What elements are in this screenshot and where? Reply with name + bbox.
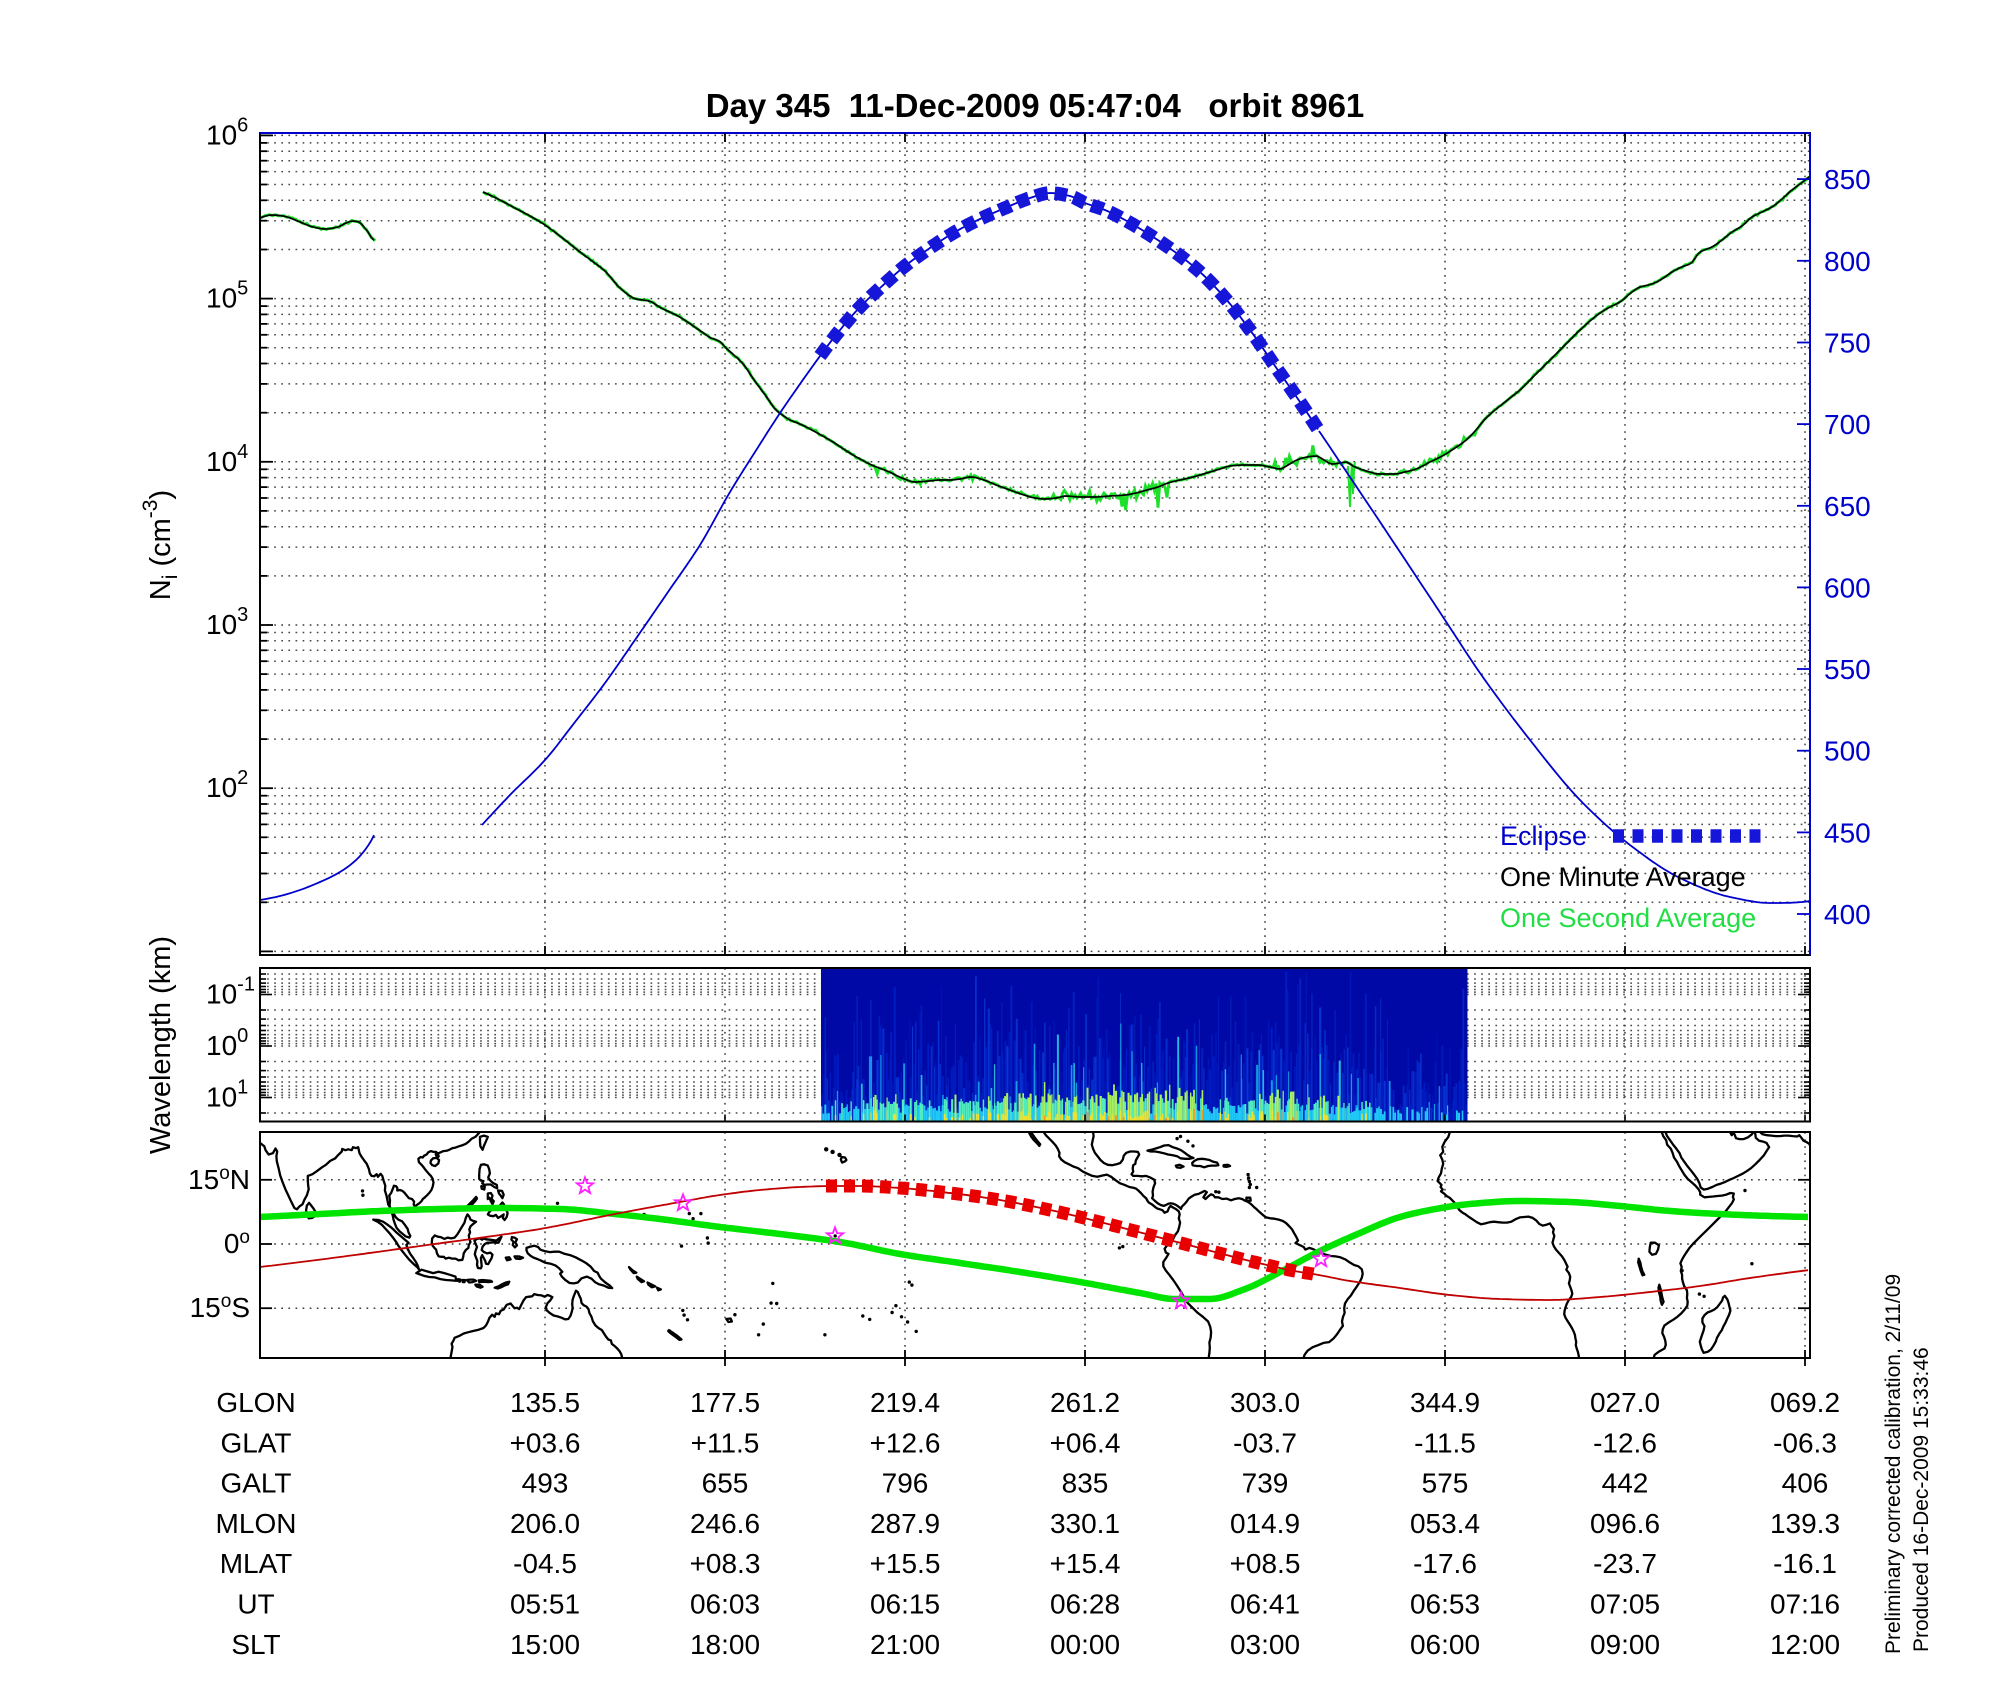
svg-text:Ni (cm-3): Ni (cm-3) [139, 490, 182, 600]
svg-text:-17.6: -17.6 [1413, 1548, 1477, 1579]
svg-text:06:41: 06:41 [1230, 1589, 1300, 1620]
svg-text:-03.7: -03.7 [1233, 1427, 1297, 1458]
svg-text:+15.5: +15.5 [870, 1548, 941, 1579]
svg-text:+12.6: +12.6 [870, 1427, 941, 1458]
svg-text:GLAT: GLAT [220, 1427, 291, 1458]
svg-text:GALT: GALT [220, 1468, 291, 1499]
svg-text:00:00: 00:00 [1050, 1629, 1120, 1660]
svg-text:796: 796 [882, 1468, 929, 1499]
svg-text:06:28: 06:28 [1050, 1589, 1120, 1620]
svg-text:600: 600 [1824, 572, 1871, 603]
svg-text:246.6: 246.6 [690, 1508, 760, 1539]
svg-text:493: 493 [522, 1468, 569, 1499]
svg-text:287.9: 287.9 [870, 1508, 940, 1539]
svg-text:400: 400 [1824, 899, 1871, 930]
svg-text:07:05: 07:05 [1590, 1589, 1660, 1620]
svg-text:Produced 16-Dec-2009 15:33:46: Produced 16-Dec-2009 15:33:46 [1910, 1347, 1933, 1652]
svg-text:+08.5: +08.5 [1230, 1548, 1301, 1579]
svg-text:027.0: 027.0 [1590, 1387, 1660, 1418]
svg-text:575: 575 [1422, 1468, 1469, 1499]
svg-text:700: 700 [1824, 409, 1871, 440]
svg-text:+15.4: +15.4 [1050, 1548, 1121, 1579]
svg-text:650: 650 [1824, 491, 1871, 522]
svg-text:053.4: 053.4 [1410, 1508, 1480, 1539]
svg-text:Wavelength (km): Wavelength (km) [145, 936, 177, 1154]
svg-text:069.2: 069.2 [1770, 1387, 1840, 1418]
svg-text:+03.6: +03.6 [510, 1427, 581, 1458]
svg-text:-16.1: -16.1 [1773, 1548, 1837, 1579]
svg-text:03:00: 03:00 [1230, 1629, 1300, 1660]
svg-text:05:51: 05:51 [510, 1589, 580, 1620]
svg-text:MLON: MLON [216, 1508, 297, 1539]
svg-text:303.0: 303.0 [1230, 1387, 1300, 1418]
svg-text:550: 550 [1824, 654, 1871, 685]
svg-text:-12.6: -12.6 [1593, 1427, 1657, 1458]
svg-text:-06.3: -06.3 [1773, 1427, 1837, 1458]
svg-text:+08.3: +08.3 [690, 1548, 761, 1579]
svg-text:800: 800 [1824, 246, 1871, 277]
svg-text:GLON: GLON [216, 1387, 295, 1418]
svg-text:+11.5: +11.5 [691, 1427, 760, 1458]
svg-text:096.6: 096.6 [1590, 1508, 1660, 1539]
svg-text:06:03: 06:03 [690, 1589, 760, 1620]
svg-text:One Minute Average: One Minute Average [1500, 862, 1746, 892]
svg-text:500: 500 [1824, 736, 1871, 767]
svg-text:835: 835 [1062, 1468, 1109, 1499]
svg-text:177.5: 177.5 [690, 1387, 760, 1418]
svg-text:+06.4: +06.4 [1050, 1427, 1121, 1458]
svg-text:21:00: 21:00 [870, 1629, 940, 1660]
svg-text:15oS: 15oS [190, 1291, 250, 1323]
svg-text:014.9: 014.9 [1230, 1508, 1300, 1539]
svg-text:06:15: 06:15 [870, 1589, 940, 1620]
svg-text:344.9: 344.9 [1410, 1387, 1480, 1418]
svg-text:Day 345 11-Dec-2009 05:47:04: Day 345 11-Dec-2009 05:47:04 orbit 8961 [706, 87, 1365, 124]
svg-text:261.2: 261.2 [1050, 1387, 1120, 1418]
svg-text:406: 406 [1782, 1468, 1829, 1499]
svg-text:15:00: 15:00 [510, 1629, 580, 1660]
svg-text:-04.5: -04.5 [513, 1548, 577, 1579]
svg-text:739: 739 [1242, 1468, 1289, 1499]
svg-text:06:53: 06:53 [1410, 1589, 1480, 1620]
svg-text:12:00: 12:00 [1770, 1629, 1840, 1660]
svg-text:442: 442 [1602, 1468, 1649, 1499]
svg-text:750: 750 [1824, 328, 1871, 359]
svg-text:18:00: 18:00 [690, 1629, 760, 1660]
svg-text:330.1: 330.1 [1050, 1508, 1120, 1539]
svg-text:Eclipse: Eclipse [1500, 821, 1587, 851]
svg-text:139.3: 139.3 [1770, 1508, 1840, 1539]
svg-text:Preliminary corrected calibrat: Preliminary corrected calibration, 2/11/… [1882, 1274, 1905, 1654]
svg-text:850: 850 [1824, 164, 1871, 195]
svg-text:06:00: 06:00 [1410, 1629, 1480, 1660]
svg-text:SLT: SLT [231, 1629, 280, 1660]
svg-text:135.5: 135.5 [510, 1387, 580, 1418]
svg-text:15oN: 15oN [188, 1163, 250, 1195]
svg-text:206.0: 206.0 [510, 1508, 580, 1539]
svg-text:655: 655 [702, 1468, 749, 1499]
svg-text:450: 450 [1824, 817, 1871, 848]
svg-text:-23.7: -23.7 [1593, 1548, 1657, 1579]
svg-text:-11.5: -11.5 [1414, 1427, 1476, 1458]
svg-text:09:00: 09:00 [1590, 1629, 1660, 1660]
svg-text:219.4: 219.4 [870, 1387, 940, 1418]
svg-text:UT: UT [237, 1589, 274, 1620]
svg-text:07:16: 07:16 [1770, 1589, 1840, 1620]
svg-text:One Second Average: One Second Average [1500, 903, 1756, 933]
svg-text:MLAT: MLAT [220, 1548, 293, 1579]
